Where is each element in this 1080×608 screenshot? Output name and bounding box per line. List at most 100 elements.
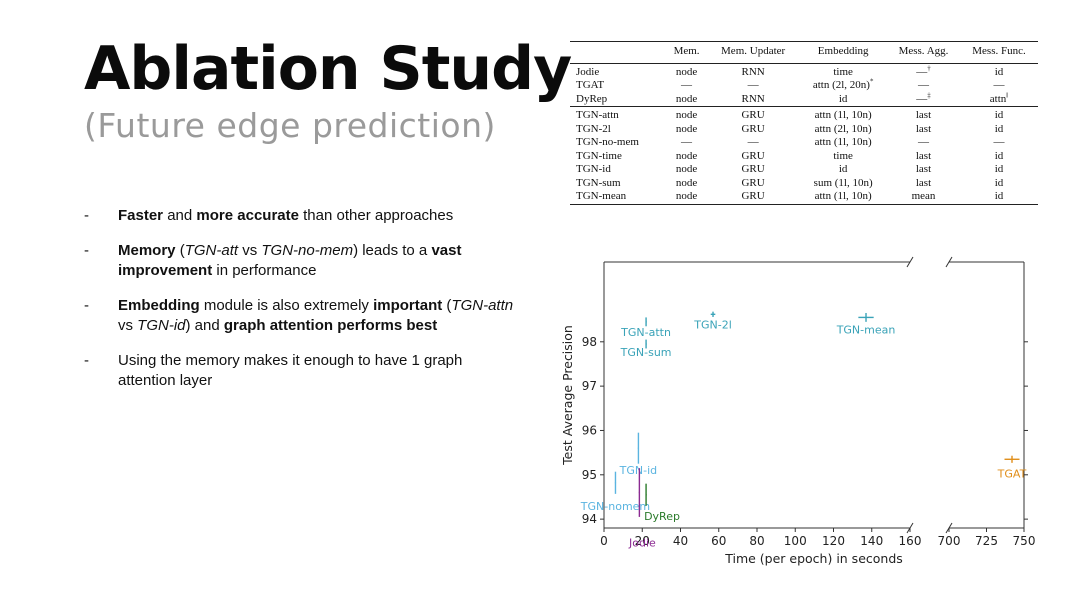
table-cell: —	[993, 79, 1005, 91]
table-cell: node	[675, 109, 698, 121]
point-label-tgn-sum: TGN-sum	[620, 346, 672, 359]
table-header-cell: Embedding	[817, 45, 869, 57]
table-cell: —	[747, 79, 759, 91]
table-cell: attn (1l, 10n)	[814, 109, 872, 121]
bullet-text: graph attention performs best	[223, 317, 438, 334]
bullet-text: vs	[238, 242, 262, 259]
bullet-text: ) leads to a	[353, 242, 432, 259]
table-cell: id	[994, 176, 1004, 189]
x-tick-label: 40	[673, 534, 688, 548]
x-axis-label: Time (per epoch) in seconds	[724, 551, 903, 566]
bullet-list: Faster and more accurate than other appr…	[84, 206, 524, 406]
bullet-item: Memory (TGN-att vs TGN-no-mem) leads to …	[84, 241, 524, 281]
table-cell: id	[994, 149, 1004, 162]
table-row: TGAT — — attn (2l, 20n)* — —	[570, 77, 1038, 93]
table-cell: node	[675, 176, 698, 189]
bullet-text: in performance	[212, 262, 317, 279]
bullet-text: Memory	[118, 242, 176, 259]
x-tick-label: 725	[975, 534, 998, 548]
bullet-text: TGN-att	[184, 242, 239, 259]
table-cell: id	[994, 122, 1004, 135]
x-tick-label: 100	[784, 534, 807, 548]
table-cell: last	[915, 149, 932, 162]
y-tick-label: 94	[582, 512, 597, 526]
bullet-text: module is also extremely	[199, 297, 374, 314]
table-cell: attn‖	[989, 90, 1009, 105]
bullet-item: Embedding module is also extremely impor…	[84, 296, 524, 336]
y-axis-label: Test Average Precision	[560, 325, 575, 466]
bullet-text: and	[163, 207, 197, 224]
bullet-text: than other approaches	[298, 207, 454, 224]
x-tick-label: 140	[860, 534, 883, 548]
table-cell: attn (1l, 10n)	[814, 136, 872, 148]
table-cell: RNN	[741, 92, 765, 105]
table-cell: id	[994, 163, 1004, 175]
table-cell: GRU	[741, 109, 765, 121]
table-cell: TGN-no-mem	[576, 136, 639, 148]
table-cell: last	[915, 163, 932, 175]
bullet-text: Using the memory makes it enough to have…	[118, 352, 463, 389]
table-header-cell	[570, 42, 666, 64]
table-cell: TGN-sum	[576, 176, 621, 189]
table-cell: node	[675, 122, 698, 135]
point-label-tgn-mean: TGN-mean	[836, 323, 896, 336]
table-row: TGN-id node GRU id last id	[570, 163, 1038, 177]
table-cell: TGN-id	[576, 163, 611, 175]
table-cell: —	[917, 136, 929, 148]
table-row: TGN-time node GRU time last id	[570, 150, 1038, 164]
model-config-table: Mem. Mem. Updater Embedding Mess. Agg. Mess.…	[570, 41, 1038, 205]
table-cell: TGN-mean	[576, 190, 627, 202]
point-label-dyrep: DyRep	[644, 510, 680, 523]
table-cell: —	[681, 136, 693, 148]
bullet-item: Using the memory makes it enough to have…	[84, 351, 524, 391]
y-tick-label: 98	[582, 335, 597, 349]
table-row: TGN-mean node GRU attn (1l, 10n) mean id	[570, 190, 1038, 204]
table-cell: sum (1l, 10n)	[813, 176, 873, 189]
table-cell: id	[838, 163, 848, 175]
point-label-tgn-nomem: TGN-nomem	[580, 500, 650, 513]
table-cell: node	[675, 190, 698, 202]
table-cell: last	[915, 109, 932, 121]
point-label-tgn-attn: TGN-attn	[620, 326, 671, 339]
table-cell: attn (2l, 20n)*	[812, 77, 874, 91]
table-cell: attn (2l, 10n)	[814, 122, 872, 135]
table-cell: RNN	[741, 65, 765, 78]
table-cell: —	[993, 136, 1005, 148]
table-cell: GRU	[741, 122, 765, 135]
table-cell: GRU	[741, 163, 765, 175]
x-tick-label: 0	[600, 534, 608, 548]
bullet-text: Faster	[118, 207, 164, 224]
point-label-tgn-2l: TGN-2l	[693, 318, 732, 331]
bullet-text: Embedding	[118, 297, 200, 314]
table-cell: node	[675, 92, 698, 105]
table-row: TGN-attn node GRU attn (1l, 10n) last id	[570, 107, 1038, 123]
x-tick-label: 750	[1013, 534, 1036, 548]
y-tick-label: 95	[582, 468, 597, 482]
table-cell: node	[675, 163, 698, 175]
x-tick-label: 80	[749, 534, 764, 548]
table-cell: TGN-attn	[576, 109, 619, 121]
table-header-row: Mem. Mem. Updater Embedding Mess. Agg. Mess.…	[570, 41, 1038, 64]
table-cell: node	[675, 149, 698, 162]
table-header-cell: Mem. Updater	[721, 45, 786, 57]
bullet-text: (	[442, 297, 452, 314]
table-cell: attn (1l, 10n)	[814, 190, 872, 202]
table-cell: —‡	[916, 90, 931, 105]
slide-subtitle: (Future edge prediction)	[84, 106, 496, 145]
table-row: TGN-2l node GRU attn (2l, 10n) last id	[570, 123, 1038, 137]
bullet-text: important	[373, 297, 443, 314]
bullet-text: vs	[118, 317, 138, 334]
bullet-text: vast improvement	[118, 242, 462, 279]
table-cell: time	[833, 149, 853, 162]
table-row: TGN-sum node GRU sum (1l, 10n) last id	[570, 177, 1038, 191]
bullet-text: (	[175, 242, 185, 259]
table-row: DyRep node RNN id —‡ attn‖	[570, 90, 1038, 107]
bullet-item: Faster and more accurate than other appr…	[84, 206, 524, 226]
ablation-scatter-chart: 94 95 96 97 98 0 20 40 60 80 100 120 140 160 700 725 750…	[560, 256, 1036, 566]
table-row: TGN-no-mem — — attn (1l, 10n) — —	[570, 136, 1038, 150]
x-tick-label: 60	[711, 534, 726, 548]
table-cell: last	[915, 176, 932, 189]
table-cell: id	[994, 109, 1004, 121]
slide-title: Ablation Study	[84, 34, 572, 104]
x-tick-label: 160	[899, 534, 922, 548]
